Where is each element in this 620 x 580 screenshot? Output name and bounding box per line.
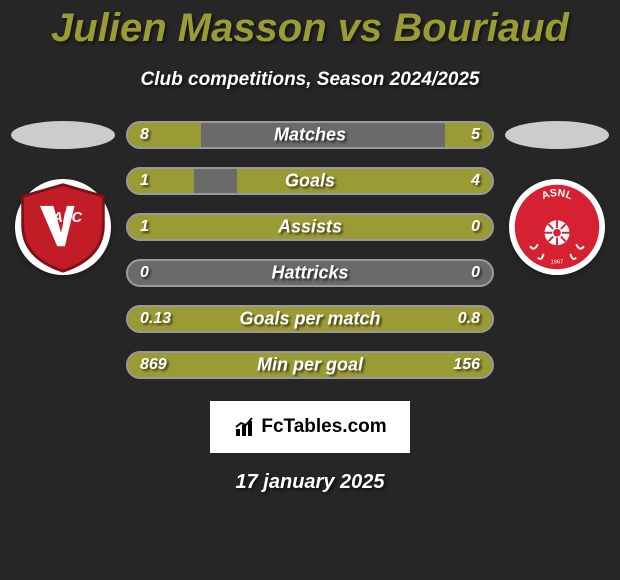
asnl-icon: ASNL [509,179,605,275]
date-text: 17 january 2025 [0,471,620,494]
right-avatar-placeholder [505,121,609,149]
left-club-badge: VAFC [15,179,111,275]
brand-badge: FcTables.com [210,401,410,453]
left-avatar-placeholder [11,121,115,149]
svg-text:1967: 1967 [551,259,564,265]
stat-label: Assists [128,217,492,238]
right-side: ASNL [502,121,612,275]
right-club-badge: ASNL [509,179,605,275]
infographic: Julien Masson vs Bouriaud Club competiti… [0,0,620,494]
brand-text: FcTables.com [261,416,386,438]
stat-row: 14Goals [126,167,494,195]
subtitle: Club competitions, Season 2024/2025 [0,69,620,91]
stat-row: 10Assists [126,213,494,241]
vafc-icon: VAFC [15,179,111,275]
stat-row: 00Hattricks [126,259,494,287]
stat-row: 0.130.8Goals per match [126,305,494,333]
svg-text:VAFC: VAFC [44,210,83,226]
chart-icon [233,415,257,439]
stat-label: Matches [128,125,492,146]
stat-row: 869156Min per goal [126,351,494,379]
stat-label: Min per goal [128,355,492,376]
left-side: VAFC [8,121,118,275]
page-title: Julien Masson vs Bouriaud [0,0,620,51]
stat-label: Goals [128,171,492,192]
main-row: VAFC 85Matches 14Goals 10Assists 00Hattrick… [0,121,620,397]
stat-row: 85Matches [126,121,494,149]
stat-label: Hattricks [128,263,492,284]
stat-label: Goals per match [128,309,492,330]
stat-bars: 85Matches 14Goals 10Assists 00Hattricks 0.13… [118,121,502,397]
